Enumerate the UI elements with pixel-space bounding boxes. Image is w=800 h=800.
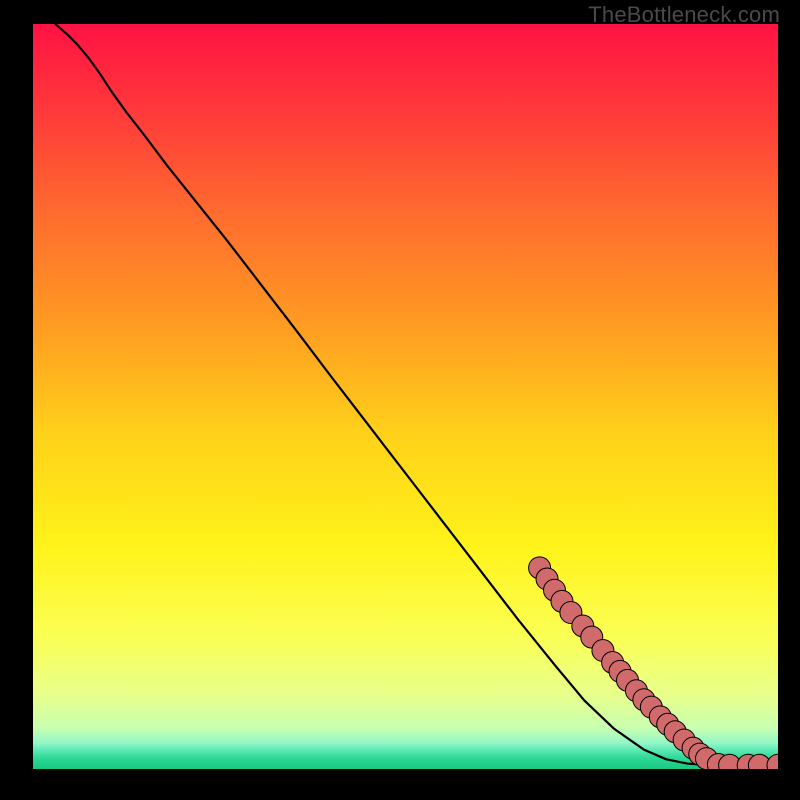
plot-area [33,24,778,769]
figure-root: TheBottleneck.com [0,0,800,800]
plot-svg [33,24,778,769]
